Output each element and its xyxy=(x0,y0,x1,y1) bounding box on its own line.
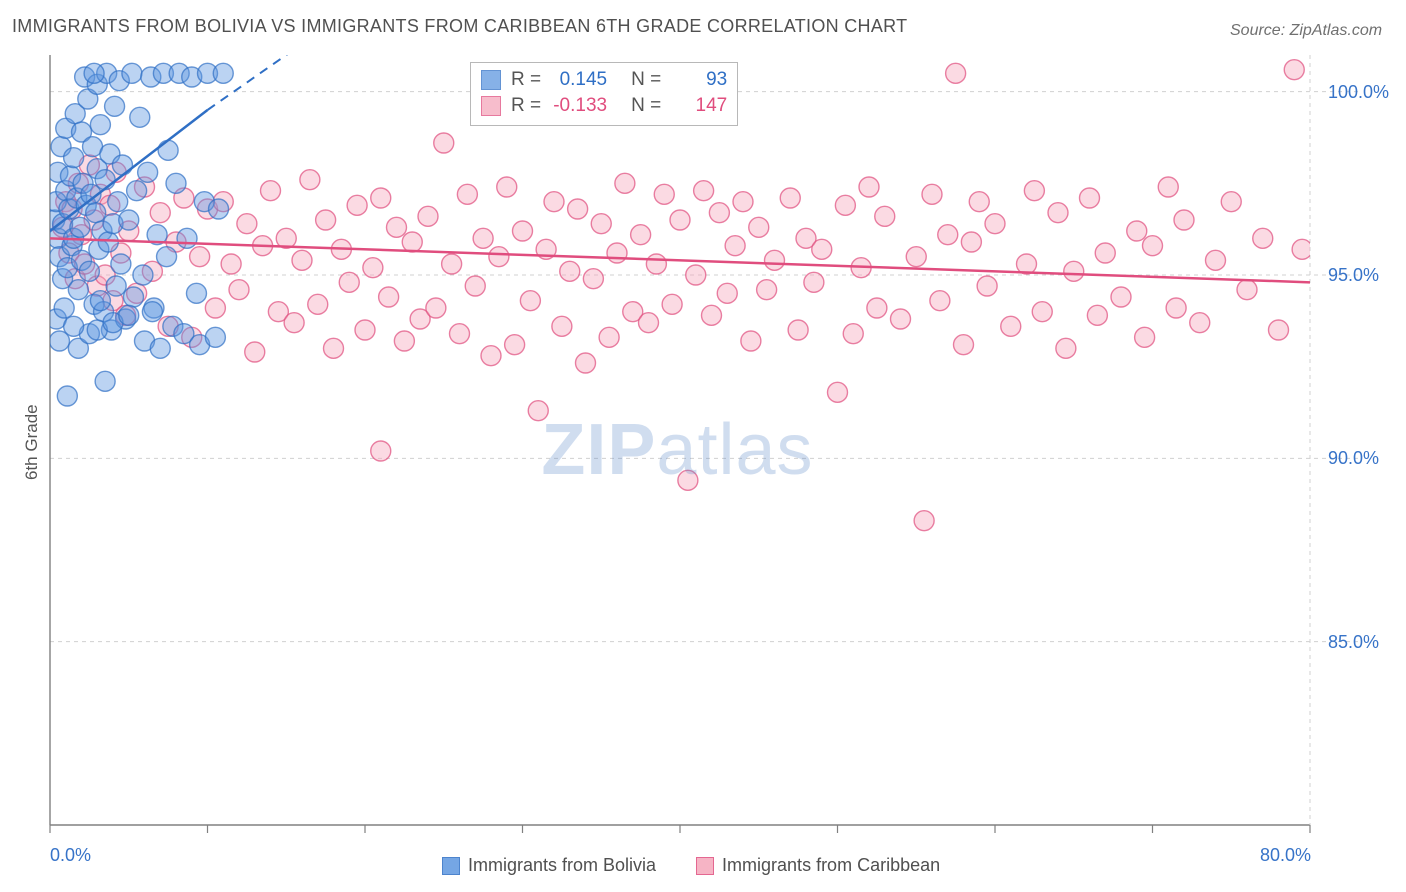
x-tick-label: 0.0% xyxy=(50,845,91,866)
y-tick-label: 95.0% xyxy=(1328,265,1379,286)
legend-item-caribbean: Immigrants from Caribbean xyxy=(696,855,940,876)
y-tick-label: 90.0% xyxy=(1328,448,1379,469)
stats-r-caribbean: -0.133 xyxy=(547,93,607,119)
stats-row-bolivia: R = 0.145 N = 93 xyxy=(481,67,727,93)
legend-bottom: Immigrants from Bolivia Immigrants from … xyxy=(442,855,940,876)
stats-n-bolivia: 93 xyxy=(667,67,727,93)
stats-swatch-bolivia xyxy=(481,70,501,90)
y-tick-label: 100.0% xyxy=(1328,82,1389,103)
legend-item-bolivia: Immigrants from Bolivia xyxy=(442,855,656,876)
stats-r-label: R = xyxy=(511,93,541,119)
stats-swatch-caribbean xyxy=(481,96,501,116)
stats-legend-box: R = 0.145 N = 93 R = -0.133 N = 147 xyxy=(470,62,738,126)
y-axis-label: 6th Grade xyxy=(22,404,42,480)
stats-n-caribbean: 147 xyxy=(667,93,727,119)
stats-row-caribbean: R = -0.133 N = 147 xyxy=(481,93,727,119)
legend-label-caribbean: Immigrants from Caribbean xyxy=(722,855,940,876)
y-tick-label: 85.0% xyxy=(1328,632,1379,653)
chart-container: IMMIGRANTS FROM BOLIVIA VS IMMIGRANTS FR… xyxy=(0,0,1406,892)
legend-swatch-caribbean xyxy=(696,857,714,875)
stats-r-bolivia: 0.145 xyxy=(547,67,607,93)
x-tick-label: 80.0% xyxy=(1260,845,1311,866)
stats-r-label: R = xyxy=(511,67,541,93)
legend-swatch-bolivia xyxy=(442,857,460,875)
legend-label-bolivia: Immigrants from Bolivia xyxy=(468,855,656,876)
stats-n-label: N = xyxy=(631,67,661,93)
stats-n-label: N = xyxy=(631,93,661,119)
scatter-chart xyxy=(0,0,1406,855)
